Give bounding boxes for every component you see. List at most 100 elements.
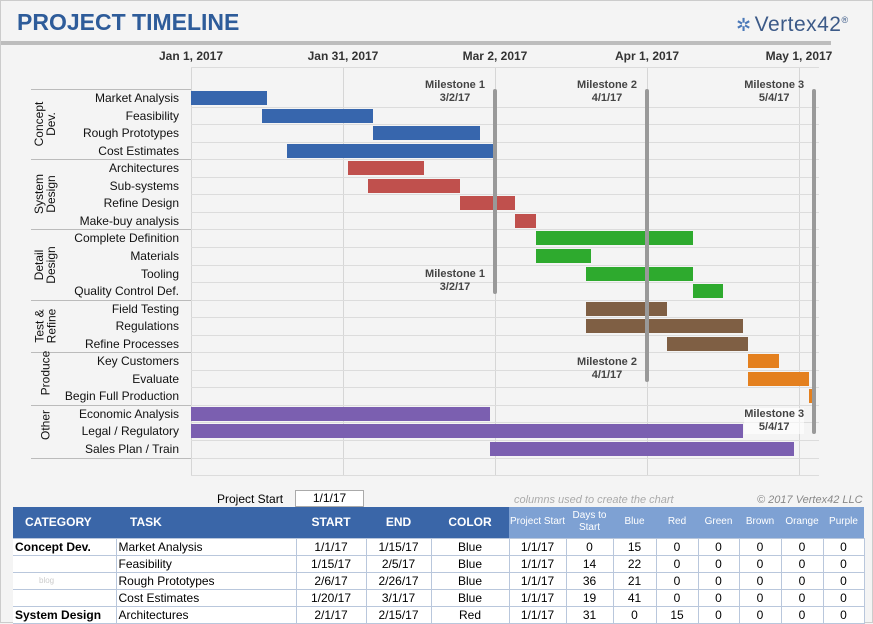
table-cell[interactable]: Feasibility [115,554,297,573]
table-cell[interactable]: Rough Prototypes [115,571,297,590]
gantt-bar[interactable] [287,143,495,158]
gantt-bar[interactable] [191,91,267,105]
table-cell[interactable]: 0 [780,571,824,590]
milestone-name: Milestone 2 [577,355,637,368]
table-cell[interactable]: 1/1/17 [295,537,367,556]
milestone-label: Milestone 3 5/4/17 [744,79,804,105]
table-cell[interactable]: 0 [655,554,699,573]
table-cell[interactable]: 2/6/17 [295,571,367,590]
gantt-bar[interactable] [373,126,480,141]
table-cell[interactable]: 14 [565,554,614,573]
table-cell[interactable]: 22 [612,554,657,573]
table-cell[interactable]: 0 [780,588,824,607]
table-cell[interactable]: 0 [612,605,657,624]
table-cell[interactable]: 15 [612,537,657,556]
gantt-bar[interactable] [809,389,815,404]
table-cell[interactable]: 0 [738,571,782,590]
gantt-bar[interactable] [191,424,744,439]
gantt-bar[interactable] [348,161,425,176]
gantt-bar[interactable] [667,336,749,351]
table-cell[interactable]: 1/20/17 [295,588,367,607]
table-cell[interactable]: Blue [430,554,510,573]
table-cell[interactable]: Concept Dev. [13,537,117,556]
table-cell[interactable]: 0 [738,588,782,607]
table-cell[interactable]: Market Analysis [115,537,297,556]
table-cell[interactable]: 0 [655,571,699,590]
table-cell[interactable]: 2/5/17 [365,554,432,573]
table-cell[interactable]: 2/15/17 [365,605,432,624]
gantt-bar[interactable] [261,108,374,123]
table-cell[interactable]: 0 [697,588,740,607]
table-cell[interactable]: Blue [430,537,510,556]
table-cell[interactable]: 0 [697,554,740,573]
table-cell[interactable]: 0 [697,571,740,590]
table-cell[interactable]: 0 [780,605,824,624]
table-cell[interactable]: 1/1/17 [508,605,567,624]
gantt-bar[interactable] [489,442,794,456]
table-cell[interactable]: 41 [612,588,657,607]
table-cell[interactable]: 0 [780,537,824,556]
table-cell[interactable]: blog [13,571,117,590]
table-cell[interactable]: Red [430,605,510,624]
gantt-bar[interactable] [535,248,592,263]
table-header: START [296,507,366,538]
table-cell[interactable]: 0 [822,571,865,590]
table-cell[interactable]: 31 [565,605,614,624]
table-cell[interactable]: 2/26/17 [365,571,432,590]
table-cell[interactable]: System Design [13,605,117,624]
table-cell[interactable]: 0 [780,554,824,573]
table-cell[interactable]: 0 [697,537,740,556]
table-cell[interactable]: 0 [697,605,740,624]
task-label: Architectures [108,161,179,176]
table-row: blog Rough Prototypes 2/6/17 2/26/17 Blue 1/1… [13,571,865,590]
category-separator [31,159,191,161]
table-cell[interactable]: 1/1/17 [508,588,567,607]
gantt-bar[interactable] [748,371,810,386]
gantt-bar[interactable] [368,178,460,193]
table-cell[interactable]: 1/1/17 [508,537,567,556]
category-label: System Design [31,174,58,215]
gantt-bar[interactable] [586,301,668,316]
table-cell[interactable]: 0 [738,537,782,556]
table-cell[interactable]: 2/1/17 [295,605,367,624]
table-cell[interactable]: 15 [655,605,699,624]
table-cell[interactable]: 0 [655,588,699,607]
milestone-date: 4/1/17 [591,368,623,381]
task-label: Begin Full Production [64,389,179,404]
table-cell[interactable]: 0 [655,537,699,556]
gantt-bar[interactable] [586,266,693,281]
table-cell[interactable] [13,588,117,607]
project-start-input[interactable]: 1/1/17 [295,490,364,507]
table-cell[interactable]: 1/1/17 [508,554,567,573]
category-separator [31,404,191,406]
table-cell[interactable]: 0 [738,554,782,573]
table-cell[interactable]: Blue [430,588,510,607]
table-cell[interactable]: 0 [822,588,865,607]
table-cell[interactable]: 0 [822,605,865,624]
task-label: Sales Plan / Train [84,442,179,456]
table-cell[interactable]: 0 [738,605,782,624]
table-cell[interactable]: Blue [430,571,510,590]
table-cell[interactable]: 0 [822,554,865,573]
task-label: Complete Definition [74,231,179,246]
gantt-bar[interactable] [191,406,490,421]
gantt-bar[interactable] [535,231,693,246]
category-separator [31,457,191,459]
table-cell[interactable]: 1/15/17 [365,537,432,556]
gantt-bar[interactable] [748,354,779,369]
gantt-bar[interactable] [515,213,536,228]
table-cell[interactable]: 0 [822,537,865,556]
gantt-bar[interactable] [692,284,723,299]
table-cell[interactable]: 3/1/17 [365,588,432,607]
table-cell[interactable]: Cost Estimates [115,588,297,607]
table-cell[interactable]: Architectures [115,605,297,624]
table-cell[interactable]: 36 [565,571,614,590]
gantt-bar[interactable] [459,196,516,211]
table-cell[interactable]: 0 [565,537,614,556]
table-cell[interactable]: 1/1/17 [508,571,567,590]
table-cell[interactable]: 21 [612,571,657,590]
table-cell[interactable] [13,554,117,573]
table-cell[interactable]: 1/15/17 [295,554,367,573]
gantt-bar[interactable] [586,319,744,334]
table-cell[interactable]: 19 [565,588,614,607]
